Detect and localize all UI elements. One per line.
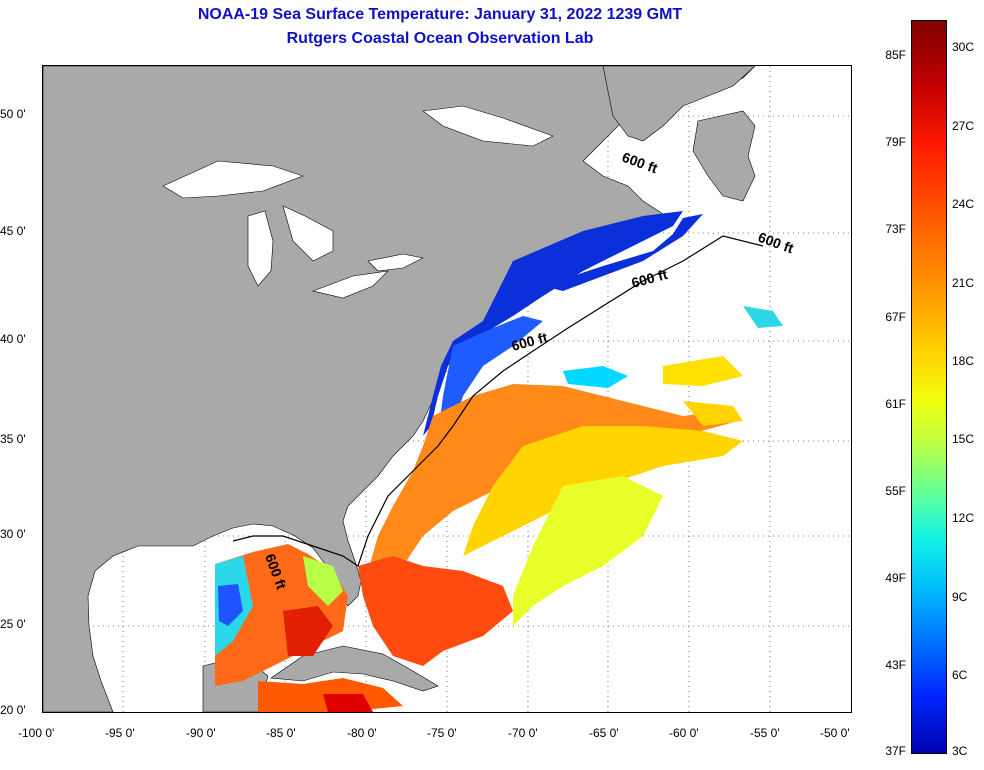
- land-cuba: [270, 645, 439, 692]
- lon-label-85: -85 0': [266, 726, 296, 740]
- colorbar-f-67: 67F: [885, 310, 906, 324]
- sst-map-canvas: 600 ft 600 ft 600 ft 600 ft 600 ft: [43, 66, 851, 712]
- colorbar-c-6: 6C: [952, 668, 968, 682]
- land-north-america: [43, 66, 756, 712]
- lat-label-50: 50 0': [0, 107, 26, 121]
- contour-label-3: 600 ft: [630, 266, 670, 291]
- lon-label-80: -80 0': [347, 726, 377, 740]
- lat-label-45: 45 0': [0, 224, 26, 238]
- lon-label-55: -55 0': [750, 726, 780, 740]
- contour-600ft: [232, 235, 764, 567]
- lon-label-90: -90 0': [186, 726, 216, 740]
- map-title: NOAA-19 Sea Surface Temperature: January…: [197, 6, 683, 23]
- lat-label-40: 40 0': [0, 332, 26, 346]
- colorbar-c-18: 18C: [952, 354, 975, 368]
- colorbar-c-30: 30C: [952, 40, 975, 54]
- colorbar-f-73: 73F: [885, 222, 906, 236]
- colorbar-c-9: 9C: [952, 590, 968, 604]
- lon-label-95: -95 0': [105, 726, 135, 740]
- map-subtitle: Rutgers Coastal Ocean Observation Lab: [286, 30, 594, 47]
- land-labrador: [602, 66, 756, 142]
- land-newfoundland: [692, 110, 756, 202]
- lat-label-20: 20 0': [0, 703, 26, 717]
- lon-label-65: -65 0': [589, 726, 619, 740]
- lon-label-70: -70 0': [508, 726, 538, 740]
- sst-overlay: [215, 211, 783, 712]
- lat-label-25: 25 0': [0, 617, 26, 631]
- colorbar-c-3: 3C: [952, 744, 968, 758]
- lat-label-35: 35 0': [0, 432, 26, 446]
- colorbar-f-61: 61F: [885, 397, 906, 411]
- great-lakes: [162, 105, 554, 299]
- colorbar-c-15: 15C: [952, 432, 975, 446]
- lon-label-50: -50 0': [820, 726, 850, 740]
- lat-label-30: 30 0': [0, 527, 26, 541]
- colorbar-f-49: 49F: [885, 571, 906, 585]
- contour-label-2: 600 ft: [756, 229, 796, 257]
- colorbar-f-43: 43F: [885, 658, 906, 672]
- lon-label-60: -60 0': [669, 726, 699, 740]
- sst-map: 600 ft 600 ft 600 ft 600 ft 600 ft: [42, 65, 852, 713]
- colorbar-f-55: 55F: [885, 484, 906, 498]
- lon-label-75: -75 0': [427, 726, 457, 740]
- colorbar-f-85: 85F: [885, 48, 906, 62]
- colorbar-c-21: 21C: [952, 276, 975, 290]
- lon-label-100: -100 0': [18, 726, 55, 740]
- colorbar-c-24: 24C: [952, 197, 975, 211]
- contour-label-1: 600 ft: [620, 149, 660, 177]
- temperature-colorbar: [911, 20, 947, 754]
- colorbar-f-37: 37F: [885, 744, 906, 758]
- colorbar-c-27: 27C: [952, 119, 975, 133]
- colorbar-f-79: 79F: [885, 135, 906, 149]
- colorbar-c-12: 12C: [952, 511, 975, 525]
